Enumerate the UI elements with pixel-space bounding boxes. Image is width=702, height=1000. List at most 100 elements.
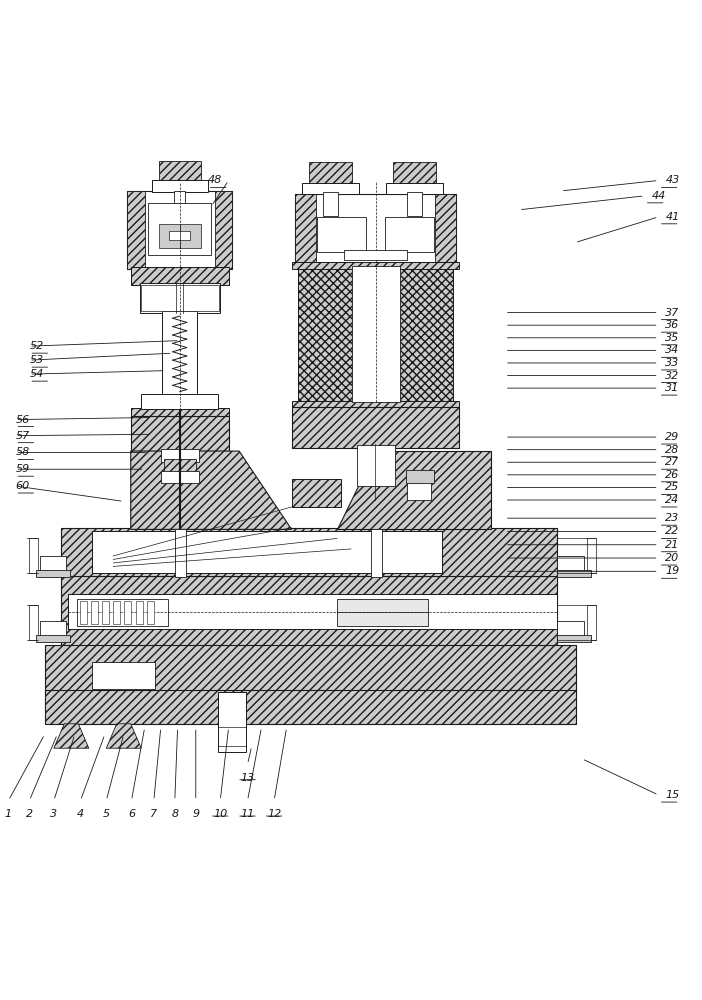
Bar <box>68 594 557 629</box>
Bar <box>357 445 395 486</box>
Bar <box>397 262 453 402</box>
Text: 31: 31 <box>665 383 680 393</box>
Bar <box>124 601 131 624</box>
Bar <box>175 529 186 577</box>
Bar <box>80 601 86 624</box>
Text: 4: 4 <box>77 809 84 819</box>
Bar <box>91 601 98 624</box>
Text: 27: 27 <box>665 457 680 467</box>
Bar <box>291 262 459 269</box>
Bar <box>161 449 199 462</box>
Bar <box>131 408 229 417</box>
Bar <box>148 203 211 255</box>
Text: 19: 19 <box>665 566 680 576</box>
Text: 25: 25 <box>665 482 680 492</box>
Bar <box>291 407 459 448</box>
Text: 29: 29 <box>665 432 680 442</box>
Text: 2: 2 <box>26 809 33 819</box>
Polygon shape <box>337 451 491 529</box>
Bar <box>29 538 38 573</box>
Bar <box>164 459 197 472</box>
Bar <box>141 394 218 409</box>
Bar <box>29 605 38 640</box>
Bar <box>92 531 442 573</box>
Bar <box>309 162 352 184</box>
Text: 32: 32 <box>665 371 680 381</box>
Bar <box>131 416 229 451</box>
Bar <box>557 635 591 642</box>
Text: 36: 36 <box>665 320 680 330</box>
Bar <box>102 601 109 624</box>
Text: 53: 53 <box>29 355 44 365</box>
Bar <box>173 212 187 220</box>
Bar <box>393 162 437 184</box>
Bar <box>215 191 232 269</box>
Bar <box>161 471 199 483</box>
Bar <box>169 231 190 240</box>
Bar <box>371 529 382 577</box>
Text: 41: 41 <box>665 212 680 222</box>
Bar <box>77 599 168 626</box>
Bar <box>291 479 340 507</box>
Bar <box>406 470 434 483</box>
Text: 1: 1 <box>5 809 12 819</box>
Text: 11: 11 <box>240 809 255 819</box>
Text: 5: 5 <box>102 809 110 819</box>
Bar <box>40 621 67 636</box>
Bar <box>45 645 576 692</box>
Bar <box>588 538 596 573</box>
Text: 9: 9 <box>192 809 199 819</box>
Text: 52: 52 <box>29 341 44 351</box>
Bar <box>61 576 557 647</box>
Bar <box>295 194 456 264</box>
Bar <box>407 480 432 500</box>
Text: 22: 22 <box>665 526 680 536</box>
Text: 8: 8 <box>171 809 178 819</box>
Bar <box>61 528 557 577</box>
Bar <box>159 161 201 182</box>
Bar <box>40 556 67 571</box>
Text: 58: 58 <box>15 447 29 457</box>
Text: 7: 7 <box>150 809 157 819</box>
Bar <box>344 250 407 260</box>
Bar <box>113 601 120 624</box>
Text: 54: 54 <box>29 369 44 379</box>
Bar <box>352 266 400 402</box>
Polygon shape <box>54 724 88 748</box>
Text: 44: 44 <box>651 191 665 201</box>
Text: 34: 34 <box>665 345 680 355</box>
Bar <box>385 217 434 252</box>
Bar <box>295 194 316 264</box>
Text: 48: 48 <box>208 175 222 185</box>
Bar <box>557 570 591 577</box>
Bar <box>127 191 232 269</box>
Bar <box>174 191 185 213</box>
Bar <box>218 692 246 752</box>
Bar <box>298 262 354 402</box>
Text: 26: 26 <box>665 470 680 480</box>
Bar <box>159 224 201 248</box>
Text: 59: 59 <box>15 464 29 474</box>
Bar <box>302 183 359 194</box>
Polygon shape <box>131 451 291 529</box>
Text: 28: 28 <box>665 445 680 455</box>
Bar <box>92 662 155 689</box>
Bar <box>141 285 219 311</box>
Text: 10: 10 <box>213 809 227 819</box>
Text: 20: 20 <box>665 553 680 563</box>
Bar <box>317 217 366 252</box>
Bar <box>386 183 443 194</box>
Text: 3: 3 <box>51 809 58 819</box>
Bar <box>557 556 584 571</box>
Text: 33: 33 <box>665 358 680 368</box>
Bar <box>323 192 338 216</box>
Bar <box>140 283 220 313</box>
Bar <box>37 570 70 577</box>
Bar <box>152 180 208 192</box>
Bar <box>291 401 459 409</box>
Text: 12: 12 <box>267 809 282 819</box>
Text: 13: 13 <box>240 773 255 783</box>
Text: 43: 43 <box>665 175 680 185</box>
Bar <box>131 267 229 285</box>
Bar <box>557 621 584 636</box>
